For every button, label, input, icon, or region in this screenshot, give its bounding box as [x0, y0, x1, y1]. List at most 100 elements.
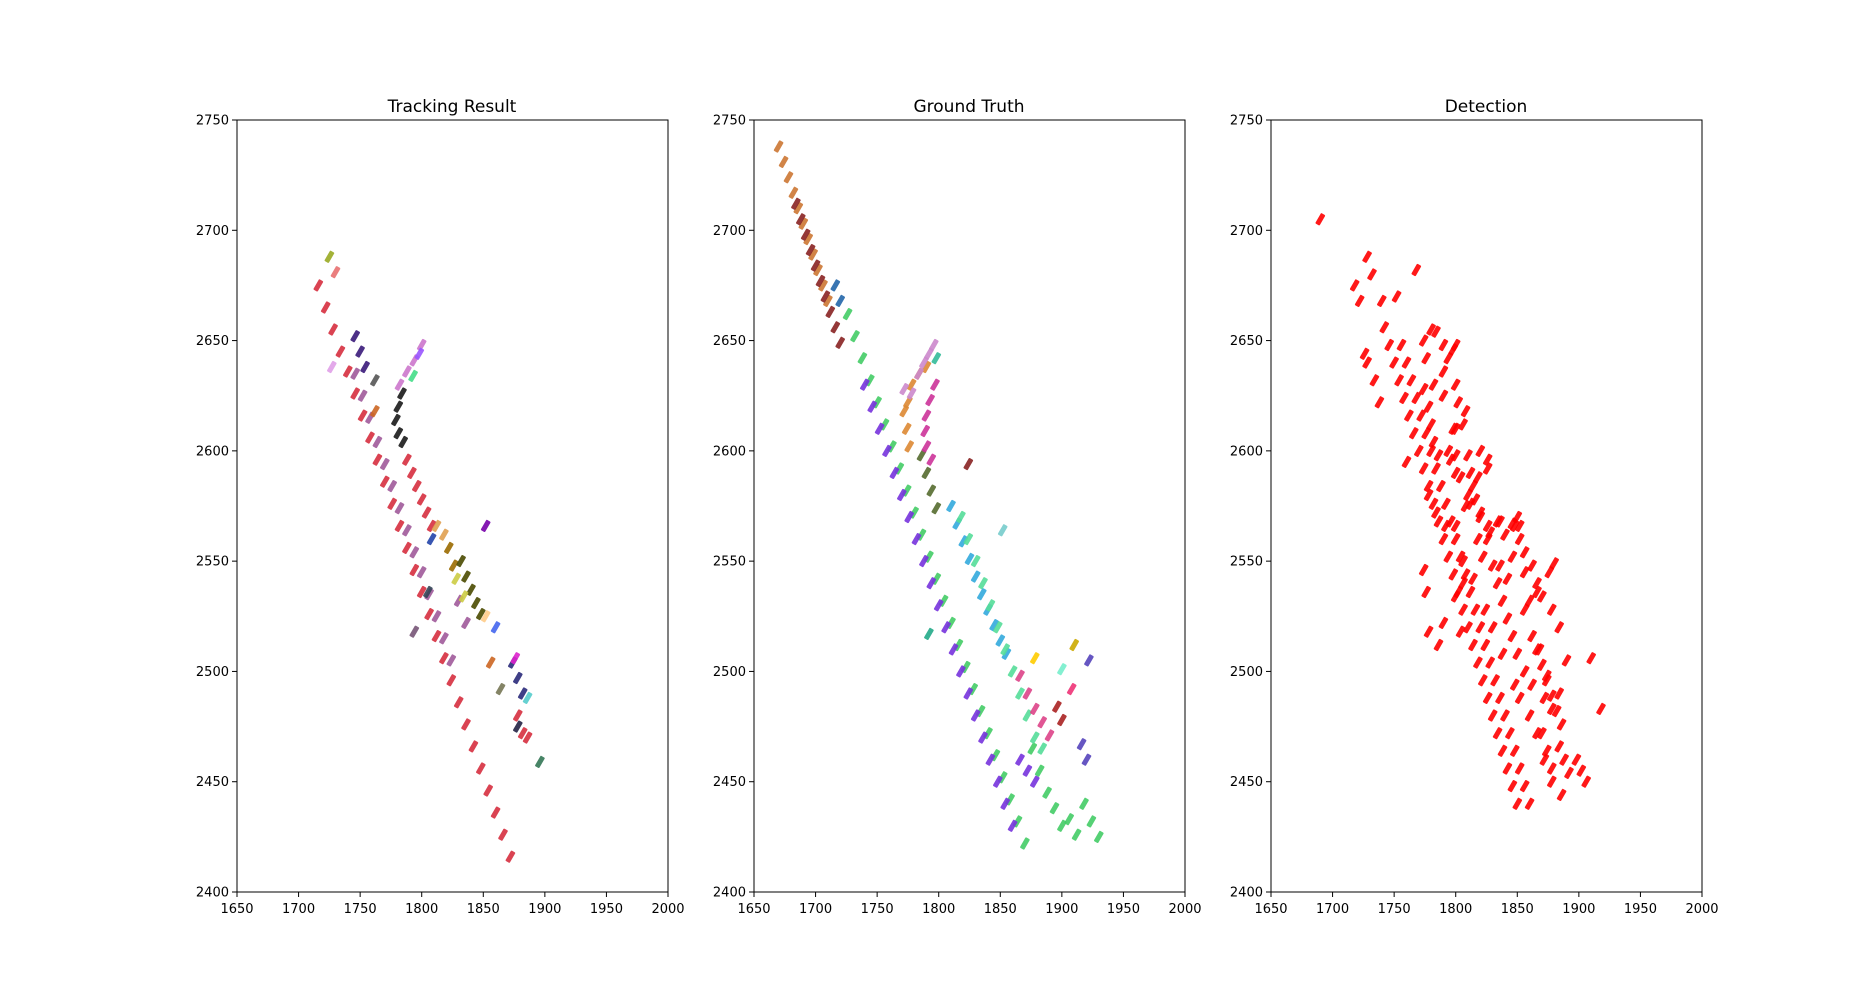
data-point: [1532, 577, 1542, 590]
data-point: [803, 233, 813, 246]
data-point: [773, 140, 784, 153]
data-point: [397, 387, 407, 400]
data-point: [904, 510, 914, 524]
data-point: [370, 405, 380, 418]
data-point: [426, 533, 437, 546]
data-point: [958, 535, 969, 548]
data-point: [357, 389, 368, 402]
data-point: [1411, 391, 1422, 404]
plot-frame: [1270, 119, 1703, 893]
data-point: [402, 453, 412, 466]
data-point: [926, 484, 937, 497]
y-axis: 2400 2450 2500 2550 2600 2650 2700 2750: [196, 114, 237, 901]
data-point: [906, 378, 917, 391]
data-point: [370, 374, 380, 387]
marks: [773, 140, 1104, 850]
x-tick-label: 1900: [1045, 902, 1078, 917]
data-point: [970, 555, 981, 568]
data-point: [1404, 409, 1414, 422]
data-point: [867, 400, 877, 413]
data-point: [1556, 788, 1567, 801]
data-point: [1524, 594, 1535, 607]
data-point: [1396, 338, 1407, 352]
data-point: [860, 378, 870, 391]
data-point: [510, 652, 521, 665]
data-point: [495, 683, 506, 696]
data-point: [490, 621, 501, 634]
data-point: [456, 555, 466, 568]
data-point: [1409, 427, 1419, 440]
data-point: [1468, 638, 1478, 652]
data-point: [402, 524, 412, 537]
data-point: [480, 610, 491, 623]
data-point: [1539, 753, 1550, 766]
data-point: [1071, 828, 1082, 841]
y-tick-label: 2650: [713, 334, 746, 349]
data-point: [1475, 506, 1486, 519]
data-point: [1547, 762, 1557, 775]
y-tick-label: 2550: [1230, 555, 1263, 570]
x-tick-label: 1850: [467, 902, 500, 917]
data-point: [931, 502, 942, 515]
data-point: [993, 775, 1003, 788]
data-point: [1030, 731, 1040, 744]
data-point: [1411, 263, 1422, 277]
data-point: [1473, 471, 1483, 484]
data-point: [1015, 669, 1025, 682]
data-point: [1527, 559, 1537, 572]
data-point: [1094, 830, 1104, 843]
data-point: [1401, 356, 1412, 369]
data-point: [1426, 444, 1436, 457]
y-tick-label: 2600: [1230, 444, 1263, 459]
data-point: [924, 627, 934, 640]
x-tick-label: 1950: [1624, 902, 1657, 917]
data-point: [948, 643, 959, 656]
data-point: [380, 458, 390, 471]
data-point: [1487, 621, 1498, 634]
data-point: [791, 197, 801, 210]
data-point: [978, 731, 988, 744]
data-point: [1514, 691, 1525, 704]
data-point: [1030, 702, 1040, 715]
data-point: [1497, 647, 1508, 660]
data-point: [1547, 689, 1557, 702]
data-point: [956, 665, 966, 678]
data-point: [1362, 356, 1372, 369]
x-tick-label: 1800: [922, 902, 955, 917]
data-point: [1042, 786, 1052, 799]
x-tick-label: 1850: [984, 902, 1017, 917]
data-point: [911, 533, 922, 546]
data-point: [1052, 700, 1062, 713]
y-tick-label: 2650: [196, 334, 229, 349]
data-point: [1076, 738, 1087, 751]
data-point: [1431, 325, 1441, 338]
data-point: [328, 323, 338, 336]
data-point: [1514, 762, 1525, 775]
data-point: [357, 409, 368, 422]
x-axis: 1650 1700 1750 1800 1850 1900 1950 2000: [737, 892, 1202, 917]
data-point: [343, 365, 353, 378]
data-point: [1482, 691, 1493, 704]
data-point: [522, 691, 533, 704]
data-point: [1379, 321, 1390, 334]
data-point: [1468, 572, 1478, 585]
data-point: [1473, 656, 1483, 669]
y-tick-label: 2500: [713, 665, 746, 680]
data-point: [1421, 427, 1431, 440]
data-point: [931, 352, 942, 365]
data-point: [1519, 665, 1530, 678]
data-point: [1441, 497, 1451, 510]
data-point: [1482, 462, 1493, 475]
data-point: [1438, 389, 1449, 402]
y-tick-label: 2450: [1230, 775, 1263, 790]
data-point: [522, 731, 533, 744]
x-tick-label: 2000: [651, 902, 684, 917]
data-point: [535, 755, 545, 768]
panel-ground-truth: Ground Truth 1650 1700 1750 1800 1850 1900 195…: [713, 97, 1202, 917]
data-point: [490, 806, 501, 819]
data-point: [324, 250, 335, 263]
data-point: [1015, 687, 1025, 700]
data-point: [946, 499, 956, 513]
data-point: [1512, 797, 1523, 810]
